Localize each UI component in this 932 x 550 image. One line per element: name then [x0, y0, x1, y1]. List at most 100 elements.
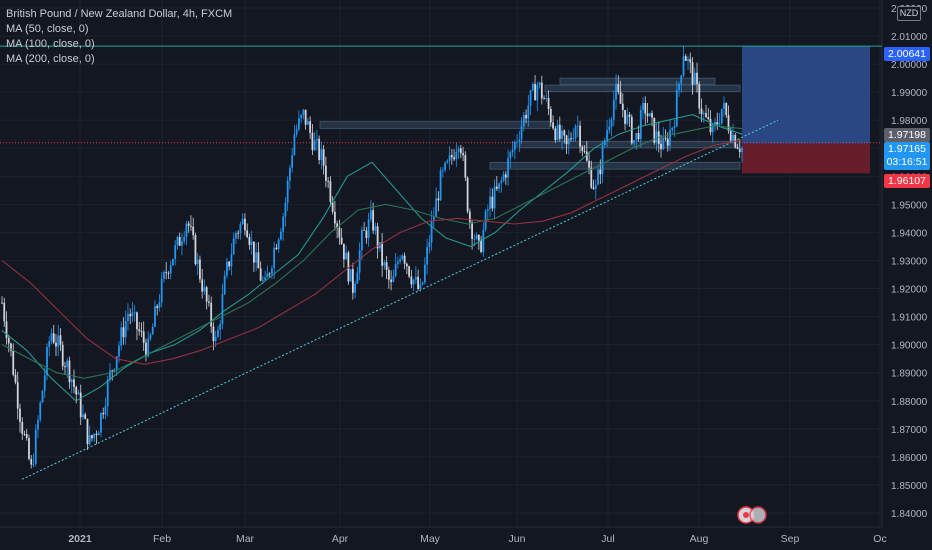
candle-body — [556, 124, 559, 141]
candle-body — [457, 148, 460, 152]
candle-body — [356, 272, 359, 284]
candle-body — [327, 180, 330, 182]
candle-body — [5, 321, 8, 338]
candle-body — [534, 83, 536, 101]
candle-body — [662, 137, 665, 150]
candle-body — [111, 370, 114, 372]
candle-body — [633, 139, 635, 144]
candle-body — [219, 324, 222, 330]
candle-body — [342, 243, 345, 260]
candle-body — [597, 169, 599, 185]
candle-body — [385, 262, 388, 270]
candle-body — [448, 155, 451, 161]
candle-body — [160, 278, 163, 303]
candle-body — [655, 131, 658, 143]
x-tick-label: Sep — [781, 533, 800, 545]
y-tick-label: 1.92000 — [891, 285, 928, 296]
candle-body — [738, 148, 741, 153]
candle-body — [552, 122, 554, 129]
candle-body — [118, 345, 120, 357]
candle-body — [257, 252, 260, 269]
candle-body — [383, 262, 386, 266]
candle-body — [57, 335, 60, 347]
candle-body — [73, 379, 75, 387]
candle-body — [417, 276, 420, 289]
candle-body — [223, 275, 226, 295]
candle-body — [46, 347, 48, 376]
candle-body — [538, 82, 541, 85]
candle-body — [646, 113, 649, 117]
y-tick-label: 1.87000 — [891, 425, 928, 436]
candle-body — [619, 91, 622, 104]
candle-body — [435, 198, 438, 217]
candle-body — [486, 209, 489, 211]
candle-body — [700, 108, 703, 115]
candle-body — [437, 198, 440, 201]
candle-body — [172, 258, 174, 266]
y-tick-label: 1.86000 — [891, 453, 928, 464]
candle-body — [115, 356, 118, 370]
candle-body — [439, 170, 442, 201]
candle-body — [702, 113, 705, 115]
candle-body — [259, 268, 262, 281]
candle-body — [133, 312, 136, 314]
candle-body — [626, 114, 629, 124]
candle-body — [408, 266, 411, 277]
currency-badge[interactable]: NZD — [897, 6, 921, 21]
candle-body — [349, 269, 352, 282]
ma50-legend[interactable]: MA (50, close, 0) — [6, 23, 89, 35]
candle-body — [194, 235, 197, 265]
candle-body — [273, 247, 276, 269]
candle-body — [311, 132, 314, 151]
candle-body — [351, 269, 354, 293]
x-tick-label: Feb — [153, 533, 171, 545]
ma200-legend[interactable]: MA (200, close, 0) — [6, 53, 95, 65]
candle-body — [262, 279, 264, 281]
candle-body — [590, 167, 593, 188]
ma100-legend[interactable]: MA (100, close, 0) — [6, 38, 95, 50]
zone-box — [559, 77, 716, 85]
candle-body — [579, 125, 581, 147]
candle-body — [376, 226, 379, 249]
candle-body — [93, 433, 96, 439]
candle-body — [462, 153, 464, 156]
candle-body — [495, 186, 498, 189]
candle-body — [482, 229, 485, 253]
zone-box — [319, 121, 551, 129]
candle-body — [124, 320, 127, 338]
symbol-title[interactable]: British Pound / New Zealand Dollar, 4h, … — [6, 8, 233, 20]
candle-body — [138, 329, 141, 332]
candle-body — [374, 226, 377, 231]
target-price-tag: 2.00641 — [884, 47, 930, 61]
candle-body — [612, 99, 615, 120]
candle-body — [684, 56, 687, 61]
candle-body — [687, 58, 689, 61]
candle-body — [302, 109, 305, 115]
candle-body — [136, 312, 138, 330]
tradingview-logo-icon[interactable] — [736, 505, 770, 525]
candle-body — [401, 255, 404, 260]
candle-body — [426, 246, 429, 265]
y-tick-label: 1.94000 — [891, 228, 928, 239]
ma100-line — [1, 125, 743, 379]
candle-body — [563, 130, 566, 136]
x-tick-label: Aug — [690, 533, 709, 545]
candle-body — [471, 222, 473, 239]
candle-body — [185, 223, 188, 238]
candle-body — [473, 238, 476, 240]
candle-body — [691, 62, 694, 85]
candle-body — [500, 180, 503, 184]
candle-body — [347, 252, 350, 282]
candle-body — [210, 302, 213, 327]
candle-body — [531, 83, 534, 91]
candle-body — [109, 370, 111, 380]
candle-body — [381, 242, 384, 266]
candle-body — [689, 58, 692, 63]
candle-body — [367, 219, 370, 239]
candle-body — [244, 218, 246, 231]
x-tick-label: Oc — [873, 533, 886, 545]
candle-body — [405, 263, 408, 267]
candle-body — [543, 98, 545, 100]
